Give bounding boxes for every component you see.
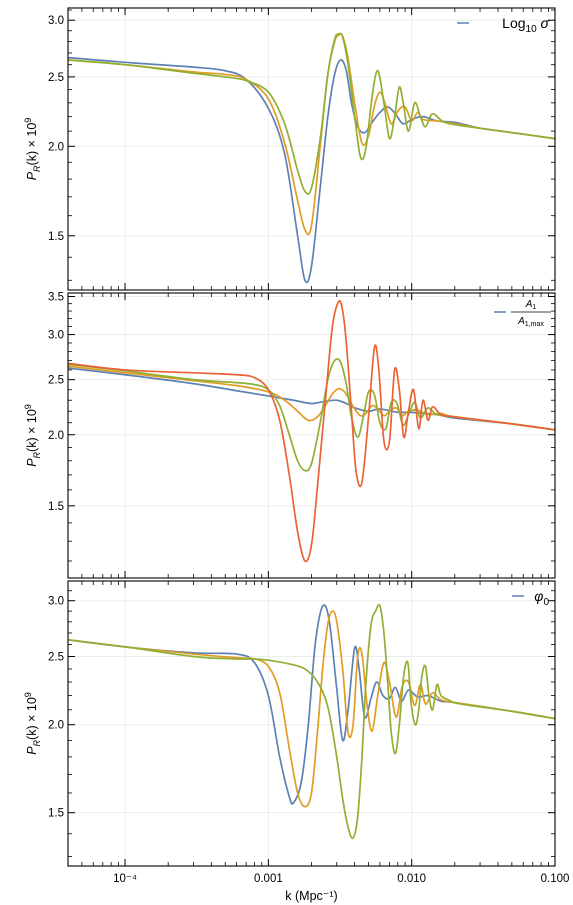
top-panel-series-line-3 xyxy=(68,32,555,195)
middle-panel-frame xyxy=(67,292,556,579)
middle-panel-series-group xyxy=(68,300,555,563)
top-panel-frame xyxy=(67,7,556,291)
bottom-panel-frame xyxy=(67,580,556,867)
top-panel-series-group xyxy=(68,32,555,284)
bottom-panel-series-line-2 xyxy=(68,610,555,808)
top-panel-ylabel: PR(k) × 109 xyxy=(23,118,42,181)
bottom-panel-ytick-label: 2.5 xyxy=(48,651,64,663)
gridlines xyxy=(68,8,556,866)
plot-lines xyxy=(68,32,555,840)
middle-panel-series-line-4 xyxy=(68,300,555,563)
top-panel-ytick-label: 1.5 xyxy=(48,231,64,243)
middle-panel-ytick-label: 2.0 xyxy=(48,430,64,442)
middle-panel-ytick-label: 1.5 xyxy=(48,501,64,513)
top-panel-ytick-label: 3.0 xyxy=(48,15,64,27)
middle-panel-legend-denominator: A1,max xyxy=(517,316,544,328)
bottom-panel-series-line-1 xyxy=(68,604,555,805)
bottom-panel-xtick-label: 0.100 xyxy=(541,873,570,885)
bottom-panel-series-group xyxy=(68,603,555,840)
bottom-panel-legend-label: φ0 xyxy=(534,588,549,608)
middle-panel-ytick-label: 2.5 xyxy=(48,375,64,387)
middle-panel-series-line-3 xyxy=(68,358,555,472)
bottom-panel-ytick-label: 3.0 xyxy=(48,596,64,608)
top-panel-legend-label: Log10 σ xyxy=(502,15,549,35)
bottom-panel-ytick-label: 2.0 xyxy=(48,720,64,732)
bottom-panel-xtick-label: 0.010 xyxy=(397,873,426,885)
middle-panel-ylabel: PR(k) × 109 xyxy=(23,404,42,467)
bottom-panel-ytick-label: 1.5 xyxy=(48,808,64,820)
bottom-panel-xtick-label: 0.001 xyxy=(254,873,283,885)
bottom-panel-xtick-label: 10⁻⁴ xyxy=(113,873,137,885)
middle-panel-legend-numerator: A1 xyxy=(525,299,537,311)
top-panel-series-line-1 xyxy=(68,56,555,284)
axes xyxy=(67,7,556,867)
top-panel-ytick-label: 2.5 xyxy=(48,72,64,84)
bottom-panel-ylabel: PR(k) × 109 xyxy=(23,692,42,755)
bottom-panel-xlabel: k (Mpc⁻¹) xyxy=(285,889,337,903)
middle-panel-ytick-label: 3.0 xyxy=(48,330,64,342)
labels: 1.5 2.0 2.5 3.0 PR(k) × 109 Log10 σ 1.5 2.0 2.5 3… xyxy=(23,15,569,903)
middle-panel-ytick-label: 3.5 xyxy=(48,292,64,304)
top-panel-ytick-label: 2.0 xyxy=(48,141,64,153)
bottom-panel-series-line-3 xyxy=(68,603,555,840)
